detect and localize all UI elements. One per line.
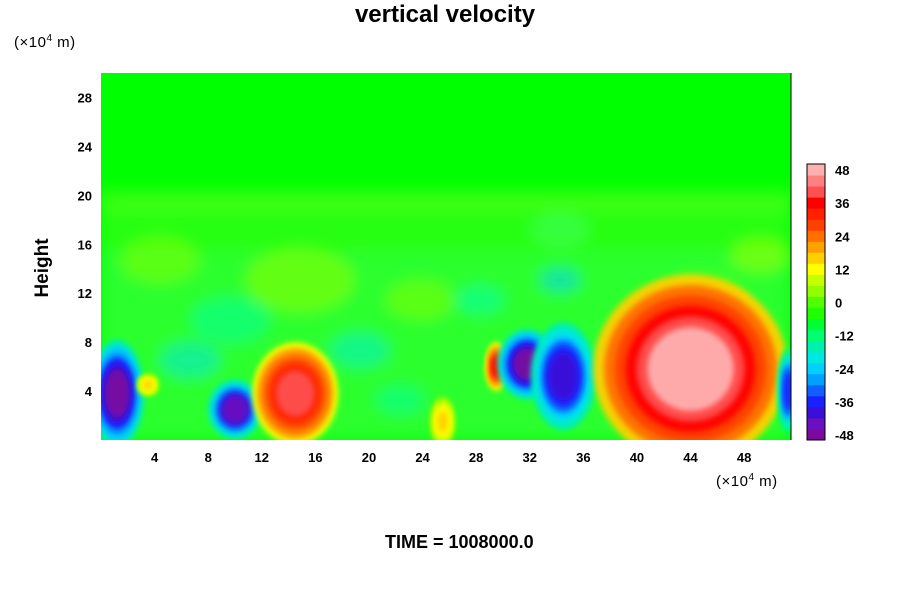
colorbar-tick-label: -24 bbox=[835, 362, 855, 377]
colorbar-tick-label: -12 bbox=[835, 329, 854, 344]
field-feature-3 bbox=[207, 379, 262, 440]
colorbar-tick-label: 48 bbox=[835, 163, 849, 178]
x-tick-label: 4 bbox=[151, 450, 159, 465]
colorbar-segment bbox=[807, 274, 825, 286]
field-feature-2 bbox=[137, 374, 159, 396]
colorbar-segment bbox=[807, 219, 825, 231]
colorbar-segment bbox=[807, 406, 825, 419]
y-tick-label: 28 bbox=[78, 90, 92, 105]
colorbar-segment bbox=[807, 208, 825, 220]
colorbar-segment bbox=[807, 230, 825, 242]
colorbar-ticks: 48 36 24 12 0 -12 -24 -36 -48 bbox=[835, 163, 855, 443]
field-feature-4 bbox=[252, 342, 339, 440]
colorbar-frame bbox=[806, 163, 826, 441]
y-tick-label: 12 bbox=[78, 286, 92, 301]
colorbar-segment bbox=[807, 373, 825, 386]
x-tick-label: 28 bbox=[469, 450, 483, 465]
x-tick-label: 32 bbox=[523, 450, 537, 465]
y-tick-label: 8 bbox=[85, 335, 92, 350]
x-tick-label: 12 bbox=[255, 450, 269, 465]
x-tick-label: 16 bbox=[308, 450, 322, 465]
x-tick-label: 48 bbox=[737, 450, 751, 465]
colorbar-tick-label: 24 bbox=[835, 229, 850, 244]
field-feature-9 bbox=[593, 274, 788, 440]
colorbar-tick-label: 0 bbox=[835, 296, 842, 311]
y-tick-label: 24 bbox=[78, 139, 93, 154]
colorbar-segment bbox=[807, 428, 825, 441]
colorbar-tick-label: 12 bbox=[835, 262, 849, 277]
colorbar-segment bbox=[807, 263, 825, 275]
x-axis-unit: (×104 m) bbox=[716, 472, 778, 490]
colorbar-segment bbox=[807, 329, 825, 342]
colorbar-tick-label: -48 bbox=[835, 428, 854, 443]
colorbar-segment bbox=[807, 164, 825, 176]
colorbar-segment bbox=[807, 186, 825, 198]
x-tick-label: 44 bbox=[683, 450, 698, 465]
field-feature-8 bbox=[530, 322, 596, 431]
colorbar-segment bbox=[807, 340, 825, 353]
field-feature-5 bbox=[430, 397, 455, 440]
colorbar-tick-label: 36 bbox=[835, 196, 849, 211]
field-feature-10 bbox=[777, 347, 791, 435]
colorbar-segment bbox=[807, 351, 825, 364]
x-tick-label: 36 bbox=[576, 450, 590, 465]
y-tick-label: 20 bbox=[78, 188, 92, 203]
colorbar-tick-label: -36 bbox=[835, 395, 854, 410]
time-readout: TIME = 1008000.0 bbox=[385, 532, 534, 552]
y-tick-label: 4 bbox=[85, 384, 93, 399]
y-axis-unit: (×104 m) bbox=[14, 33, 76, 51]
colorbar-segment bbox=[807, 417, 825, 430]
x-tick-label: 40 bbox=[630, 450, 644, 465]
colorbar-segment bbox=[807, 241, 825, 253]
velocity-field bbox=[101, 190, 791, 440]
colorbar-segment bbox=[807, 384, 825, 397]
colorbar-segment bbox=[807, 252, 825, 264]
x-tick-label: 20 bbox=[362, 450, 376, 465]
colorbar-segment bbox=[807, 395, 825, 408]
x-tick-label: 24 bbox=[415, 450, 430, 465]
colorbar-segment bbox=[807, 175, 825, 187]
colorbar-segment bbox=[807, 296, 825, 309]
y-axis-ticks: 4 8 12 16 20 24 28 bbox=[78, 90, 93, 399]
colorbar-segment bbox=[807, 318, 825, 331]
colorbar-segment bbox=[807, 285, 825, 297]
chart-title: vertical velocity bbox=[354, 1, 536, 28]
y-tick-label: 16 bbox=[78, 237, 92, 252]
colorbar-segment bbox=[807, 197, 825, 209]
colorbar bbox=[806, 163, 826, 441]
colorbar-segment bbox=[807, 362, 825, 375]
colorbar-segment bbox=[807, 307, 825, 320]
x-axis-ticks: 4 8 12 16 20 24 28 32 36 40 44 48 bbox=[151, 450, 751, 465]
x-tick-label: 8 bbox=[205, 450, 212, 465]
field-feature-1 bbox=[101, 339, 145, 440]
